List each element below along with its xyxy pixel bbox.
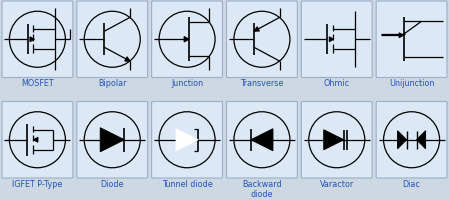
FancyBboxPatch shape	[301, 2, 372, 78]
Polygon shape	[324, 130, 344, 150]
Text: Bipolar: Bipolar	[98, 79, 127, 88]
FancyBboxPatch shape	[77, 2, 148, 78]
FancyBboxPatch shape	[77, 102, 148, 178]
Text: Junction: Junction	[171, 79, 203, 88]
Text: Transverse: Transverse	[240, 79, 284, 88]
Polygon shape	[125, 57, 130, 62]
Polygon shape	[254, 28, 260, 32]
Text: Unijunction: Unijunction	[389, 79, 434, 88]
Text: Varactor: Varactor	[320, 179, 354, 188]
Text: Backward
diode: Backward diode	[242, 179, 282, 198]
Text: Diode: Diode	[101, 179, 124, 188]
Text: Diac: Diac	[403, 179, 421, 188]
Polygon shape	[33, 138, 38, 143]
Polygon shape	[329, 38, 334, 43]
Text: Tunnel diode: Tunnel diode	[162, 179, 212, 188]
Text: MOSFET: MOSFET	[21, 79, 54, 88]
FancyBboxPatch shape	[2, 102, 73, 178]
Polygon shape	[184, 37, 189, 43]
FancyBboxPatch shape	[2, 2, 73, 78]
FancyBboxPatch shape	[152, 2, 223, 78]
FancyBboxPatch shape	[376, 102, 447, 178]
Text: Ohmic: Ohmic	[324, 79, 350, 88]
FancyBboxPatch shape	[301, 102, 372, 178]
Polygon shape	[399, 34, 404, 39]
FancyBboxPatch shape	[152, 102, 223, 178]
FancyBboxPatch shape	[226, 102, 297, 178]
Polygon shape	[417, 131, 426, 149]
FancyBboxPatch shape	[226, 2, 297, 78]
Polygon shape	[251, 129, 273, 151]
Polygon shape	[30, 38, 35, 43]
Text: IGFET P-Type: IGFET P-Type	[12, 179, 62, 188]
Polygon shape	[100, 128, 124, 152]
Polygon shape	[397, 131, 407, 149]
FancyBboxPatch shape	[376, 2, 447, 78]
Polygon shape	[176, 129, 198, 151]
